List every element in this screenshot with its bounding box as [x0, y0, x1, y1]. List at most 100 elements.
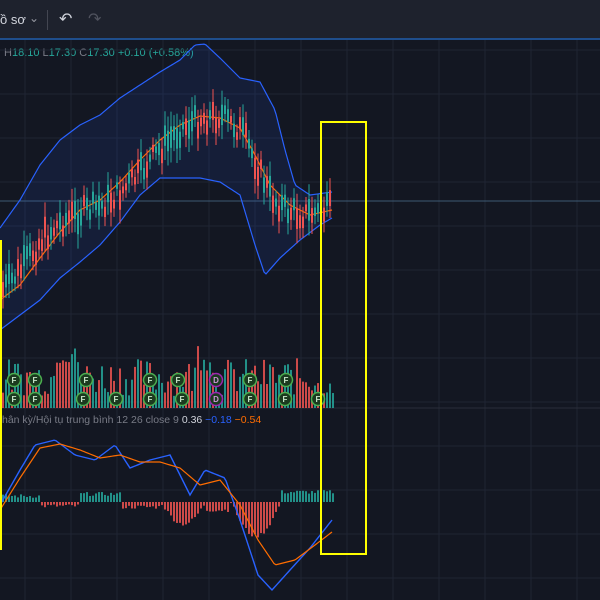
candle-body: [173, 126, 175, 141]
macd-histogram-bar: [188, 502, 190, 523]
candle-body: [116, 182, 118, 189]
candle-body: [314, 207, 316, 217]
candle-body: [59, 212, 61, 230]
candle-body: [188, 120, 190, 139]
macd-histogram-bar: [44, 502, 46, 508]
macd-histogram-bar: [287, 493, 289, 502]
event-marker-label: F: [12, 395, 17, 404]
macd-histogram-bar: [332, 493, 334, 502]
macd-histogram-bar: [92, 495, 94, 502]
candle-body: [215, 117, 217, 134]
price-chart[interactable]: F F F F F D F F F F F F F F D F F F: [0, 40, 600, 600]
undo-icon[interactable]: ↶: [59, 11, 73, 28]
macd-legend[interactable]: hân kỳ/Hội tụ trung bình 12 26 close 9 0…: [2, 414, 261, 426]
event-marker: [27, 391, 43, 407]
macd-histogram-bar: [146, 502, 148, 508]
candle-body: [71, 201, 73, 220]
volume-bar: [26, 372, 28, 408]
macd-title: hân kỳ/Hội tụ trung bình: [2, 414, 114, 426]
volume-bar: [128, 395, 130, 408]
candle-body: [38, 238, 40, 250]
candle-body: [209, 110, 211, 120]
macd-histogram-bar: [122, 502, 124, 509]
event-marker-label: F: [283, 395, 288, 404]
chevron-down-icon[interactable]: ⌄: [29, 11, 40, 25]
candle-body: [317, 203, 319, 214]
candle-body: [152, 144, 154, 152]
volume-bar: [281, 374, 283, 408]
candle-body: [11, 272, 13, 284]
volume-bar: [260, 384, 262, 408]
macd-histogram-bar: [212, 502, 214, 512]
macd-histogram-bar: [185, 502, 187, 525]
candle-body: [89, 209, 91, 220]
macd-histogram-bar: [254, 502, 256, 535]
low-label: L: [42, 47, 49, 59]
candle-body: [281, 195, 283, 211]
candle-body: [218, 119, 220, 128]
macd-histogram-bar: [278, 502, 280, 507]
volume-bar: [68, 362, 70, 408]
volume-bar: [134, 366, 136, 408]
macd-histogram-bar: [272, 502, 274, 519]
macd-histogram-bar: [86, 492, 88, 502]
chart-layout-name[interactable]: ồ sơ: [0, 12, 26, 27]
candle-body: [179, 131, 181, 148]
macd-histogram-bar: [239, 502, 241, 521]
event-marker-label: F: [33, 395, 38, 404]
volume-bar: [329, 383, 331, 408]
macd-histogram-bar: [11, 495, 13, 502]
volume-bar: [212, 372, 214, 408]
redo-icon[interactable]: ↷: [88, 11, 102, 28]
macd-histogram-bar: [143, 502, 145, 506]
macd-histogram-bar: [236, 502, 238, 516]
macd-histogram-bar: [95, 493, 97, 502]
event-marker: [278, 372, 294, 388]
macd-histogram-bar: [215, 502, 217, 512]
candle-body: [62, 225, 64, 237]
close-label: C: [79, 47, 88, 59]
candle-body: [272, 195, 274, 213]
candle-body: [134, 177, 136, 185]
event-marker-label: D: [213, 376, 219, 385]
macd-signal-line: [0, 443, 333, 566]
candle-body: [113, 199, 115, 209]
candle-body: [194, 105, 196, 118]
macd-histogram-bar: [164, 502, 166, 510]
toolbar: ồ sơ ⌄ ↶ ↷: [0, 0, 600, 40]
macd-histogram-bar: [203, 502, 205, 506]
macd-histogram-bar: [230, 502, 232, 504]
macd-histogram-bar: [35, 497, 37, 502]
toolbar-accent-line: [0, 38, 600, 40]
candle-body: [125, 183, 127, 191]
macd-histogram-bar: [191, 502, 193, 519]
volume-bar: [29, 372, 31, 408]
event-marker: [27, 372, 43, 388]
candle-body: [290, 207, 292, 220]
macd-histogram-bar: [74, 502, 76, 507]
candle-body: [206, 120, 208, 135]
macd-histogram-bar: [224, 502, 226, 510]
candle-body: [101, 200, 103, 209]
event-marker: [108, 391, 124, 407]
candle-body: [5, 274, 7, 288]
macd-histogram-bar: [26, 497, 28, 502]
candle-body: [119, 190, 121, 210]
event-marker: [6, 372, 22, 388]
macd-line: [0, 439, 333, 592]
macd-histogram-bar: [197, 502, 199, 514]
macd-histogram-bar: [152, 502, 154, 507]
macd-histogram-bar: [53, 502, 55, 505]
event-marker-label: F: [84, 376, 89, 385]
volume-bar: [251, 370, 253, 408]
event-marker-label: F: [248, 376, 253, 385]
volume-bar: [242, 373, 244, 408]
volume-bar: [59, 362, 61, 408]
macd-histogram-bar: [32, 497, 34, 502]
volume-bar: [98, 380, 100, 408]
candle-body: [128, 172, 130, 184]
candle-body: [236, 132, 238, 140]
event-marker: [75, 391, 91, 407]
macd-histogram-bar: [128, 502, 130, 506]
macd-histogram-bar: [14, 495, 16, 502]
